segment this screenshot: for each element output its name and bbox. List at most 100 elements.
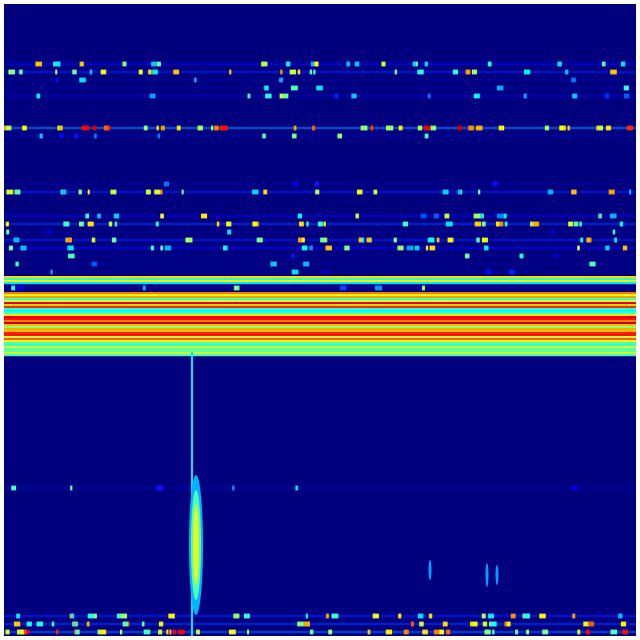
heatmap-row <box>4 486 636 490</box>
heatmap-row <box>4 302 636 305</box>
heatmap-cell <box>420 213 427 219</box>
heatmap-cell <box>410 621 414 627</box>
heatmap-cell <box>9 69 16 75</box>
heatmap-cell <box>151 61 157 67</box>
heatmap-cell <box>422 629 428 635</box>
heatmap-cell <box>486 269 492 275</box>
heatmap-row <box>4 350 636 353</box>
heatmap-cell <box>79 221 83 227</box>
heatmap-cell <box>99 629 107 635</box>
heatmap-row <box>4 214 636 218</box>
heatmap-cell <box>316 85 323 91</box>
heatmap-row <box>4 298 636 301</box>
heatmap-row <box>4 622 636 626</box>
heatmap-cell <box>547 189 554 195</box>
heatmap-cell <box>604 93 610 99</box>
heatmap-cell <box>398 125 403 131</box>
heatmap-cell <box>618 613 623 619</box>
heatmap-cell <box>233 613 240 619</box>
heatmap-row <box>4 332 636 335</box>
faint-streak <box>485 563 489 587</box>
heatmap-cell <box>539 613 546 619</box>
heatmap-cell <box>142 285 146 291</box>
heatmap-cell <box>158 629 163 635</box>
faint-streak <box>495 565 499 585</box>
heatmap-cell <box>228 629 236 635</box>
heatmap-cell <box>533 221 540 227</box>
heatmap-cell <box>446 629 451 635</box>
heatmap-cell <box>293 125 297 131</box>
heatmap-cell <box>477 237 480 243</box>
heatmap-cell <box>279 77 284 83</box>
heatmap-cell <box>428 613 433 619</box>
heatmap-cell <box>108 221 113 227</box>
heatmap-cell <box>622 629 628 635</box>
heatmap-cell <box>114 221 118 227</box>
heatmap-cell <box>5 629 10 635</box>
heatmap-cell <box>74 133 79 139</box>
heatmap-cell <box>116 613 124 619</box>
heatmap-cell <box>490 621 497 627</box>
heatmap-cell <box>310 61 316 67</box>
heatmap-row <box>4 352 636 355</box>
heatmap-cell <box>430 125 437 131</box>
heatmap-row <box>4 306 636 309</box>
heatmap-cell <box>309 245 313 251</box>
heatmap-cell <box>119 629 123 635</box>
heatmap-cell <box>313 69 316 75</box>
heatmap-cell <box>402 221 409 227</box>
heatmap-cell <box>328 629 333 635</box>
heatmap-cell <box>263 189 268 195</box>
heatmap-cell <box>292 133 297 139</box>
heatmap-cell <box>477 189 481 195</box>
heatmap-cell <box>281 93 289 99</box>
heatmap-cell <box>152 69 158 75</box>
heatmap-cell <box>27 629 30 635</box>
heatmap-cell <box>397 245 404 251</box>
heatmap-cell <box>358 237 362 243</box>
heatmap-cell <box>373 189 378 195</box>
heatmap-cell <box>291 269 299 275</box>
heatmap-cell <box>22 629 27 635</box>
heatmap-row <box>4 280 636 283</box>
heatmap-cell <box>406 245 414 251</box>
heatmap-cell <box>149 93 156 99</box>
heatmap-cell <box>515 629 519 635</box>
heatmap-cell <box>73 621 77 627</box>
heatmap-cell <box>317 221 323 227</box>
heatmap-cell <box>143 629 151 635</box>
heatmap-cell <box>320 237 327 243</box>
heatmap-cell <box>168 629 171 635</box>
heatmap-cell <box>163 181 170 187</box>
heatmap-cell <box>360 125 368 131</box>
heatmap-cell <box>159 189 163 195</box>
heatmap-cell <box>223 245 227 251</box>
heatmap-cell <box>59 125 63 131</box>
faint-streak <box>428 560 432 580</box>
heatmap-cell <box>523 613 530 619</box>
heatmap-cell <box>97 213 101 219</box>
heatmap-cell <box>15 261 19 267</box>
heatmap-cell <box>36 93 41 99</box>
heatmap-cell <box>355 213 359 219</box>
heatmap-cell <box>79 61 84 67</box>
heatmap-cell <box>4 125 9 131</box>
heatmap-cell <box>381 61 386 67</box>
heatmap-cell <box>624 93 630 99</box>
heatmap-row <box>4 278 636 281</box>
heatmap-cell <box>436 237 440 243</box>
heatmap-cell <box>16 629 24 635</box>
heatmap-cell <box>120 613 128 619</box>
heatmap-cell <box>605 245 610 251</box>
heatmap-cell <box>457 125 463 131</box>
heatmap-row <box>4 182 636 186</box>
heatmap-cell <box>200 213 208 219</box>
heatmap-row <box>4 326 636 329</box>
heatmap-cell <box>156 485 164 491</box>
heatmap-cell <box>601 61 606 67</box>
heatmap-cell <box>279 93 282 99</box>
heatmap-cell <box>496 85 504 91</box>
heatmap-row <box>4 292 636 295</box>
heatmap-cell <box>417 613 424 619</box>
heatmap-cell <box>487 61 492 67</box>
